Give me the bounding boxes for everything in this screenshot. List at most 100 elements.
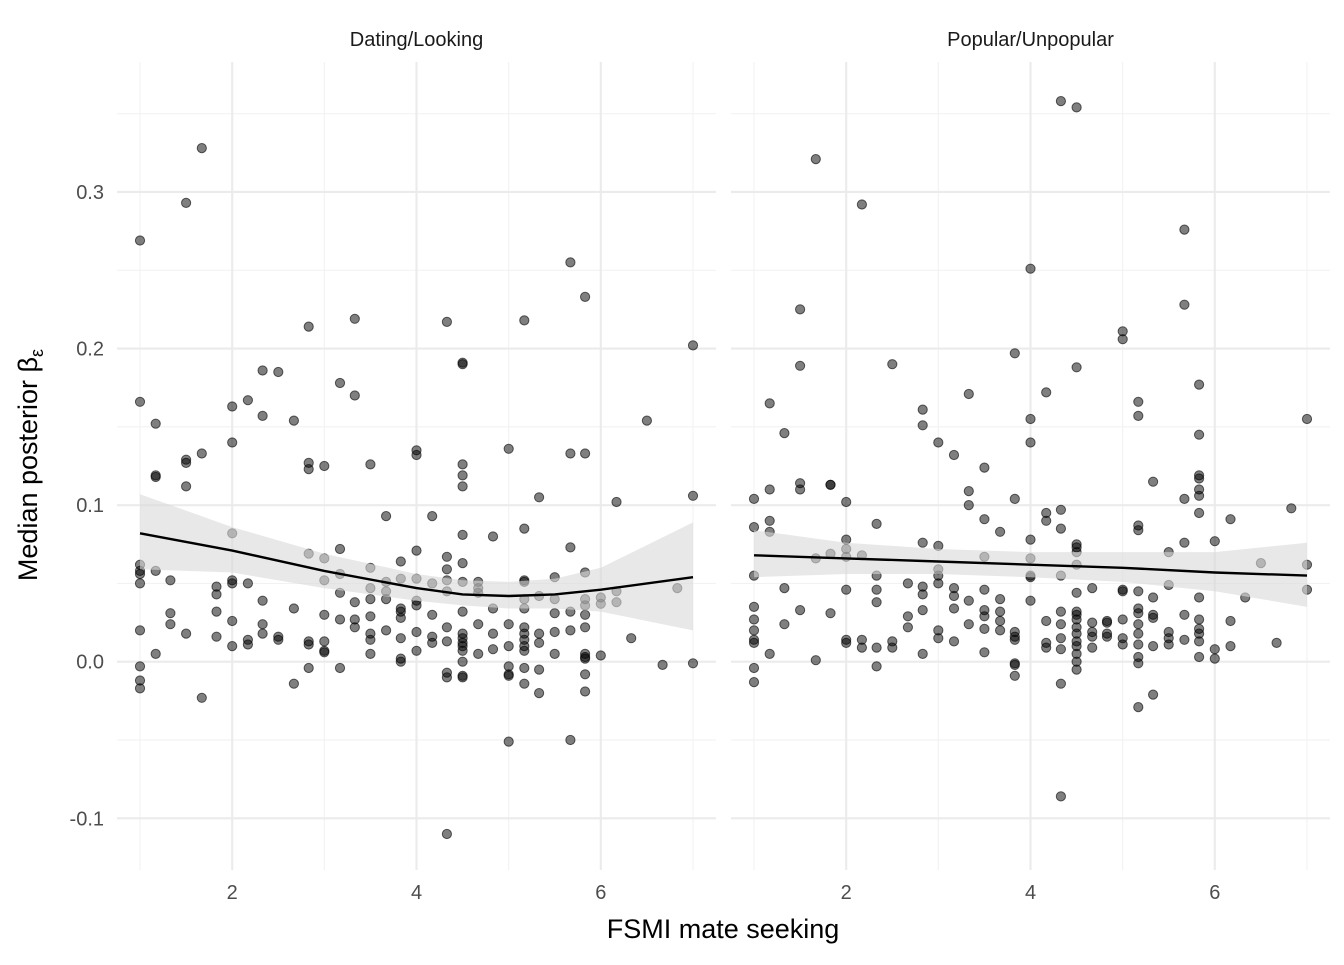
data-point <box>795 304 806 315</box>
data-point <box>319 460 330 472</box>
panel-2: Popular/Unpopular 2 4 6 <box>731 29 1330 904</box>
data-point <box>457 656 468 667</box>
data-point <box>1117 334 1128 345</box>
data-point <box>1133 639 1144 650</box>
data-point <box>1179 299 1190 310</box>
data-point <box>1009 670 1020 681</box>
data-point <box>411 645 422 656</box>
data-point <box>457 606 468 617</box>
data-point <box>1025 437 1036 448</box>
data-point <box>473 619 484 630</box>
y-axis-title-subscript: ε <box>27 349 47 357</box>
data-point <box>810 655 821 666</box>
data-point <box>503 736 514 747</box>
data-point <box>365 594 376 605</box>
data-point <box>150 648 161 660</box>
data-point <box>917 589 928 600</box>
data-point <box>917 648 928 660</box>
data-point <box>365 459 376 470</box>
data-point <box>1041 642 1052 653</box>
data-point <box>134 578 146 589</box>
data-point <box>963 595 974 606</box>
data-point <box>641 415 653 426</box>
data-point <box>487 628 499 639</box>
data-point <box>365 648 376 660</box>
data-point <box>534 637 545 649</box>
data-point <box>211 589 222 600</box>
data-point <box>349 597 360 608</box>
data-point <box>227 641 238 652</box>
data-point <box>871 642 882 653</box>
data-point <box>841 584 852 595</box>
data-point <box>411 449 422 461</box>
data-point <box>257 595 268 606</box>
data-point <box>427 637 438 649</box>
data-point <box>748 493 760 504</box>
data-point <box>580 609 591 620</box>
data-point <box>1179 537 1190 548</box>
data-point <box>917 404 928 415</box>
data-point <box>457 672 468 683</box>
data-point <box>1055 504 1067 515</box>
data-point <box>242 395 253 406</box>
data-point <box>1194 507 1205 519</box>
data-point <box>902 578 914 589</box>
data-point <box>565 257 576 268</box>
data-point <box>1133 702 1144 713</box>
data-point <box>565 542 576 553</box>
data-point <box>1055 606 1067 617</box>
data-point <box>441 828 452 840</box>
data-point <box>303 662 314 674</box>
data-point <box>1225 514 1236 525</box>
data-point <box>457 529 468 541</box>
data-point <box>1225 615 1236 627</box>
x-axis-title: FSMI mate seeking <box>607 914 840 944</box>
data-point <box>1101 631 1113 642</box>
data-point <box>1117 586 1128 597</box>
data-point <box>503 670 514 681</box>
data-point <box>227 437 238 448</box>
data-point <box>257 410 268 421</box>
data-point <box>1071 664 1082 675</box>
data-point <box>441 551 452 562</box>
data-point <box>549 626 560 638</box>
data-point <box>1286 503 1297 514</box>
data-point <box>795 360 806 371</box>
data-point <box>995 615 1006 627</box>
x-tick-label: 4 <box>1025 882 1036 904</box>
data-point <box>395 556 406 567</box>
x-tick-label: 2 <box>227 882 238 904</box>
data-point <box>1209 653 1220 664</box>
data-point <box>196 692 207 703</box>
data-point <box>825 608 836 619</box>
data-point <box>1179 493 1190 504</box>
data-point <box>979 462 990 473</box>
data-point <box>288 603 299 614</box>
data-point <box>365 611 376 622</box>
data-point <box>227 615 238 627</box>
data-point <box>1101 617 1113 628</box>
data-point <box>1194 651 1205 663</box>
data-point <box>134 661 146 672</box>
data-point <box>441 622 452 633</box>
data-point <box>1087 617 1098 628</box>
data-point <box>764 398 775 409</box>
data-point <box>1179 609 1190 620</box>
data-point <box>381 510 392 522</box>
data-point <box>856 199 868 210</box>
data-point <box>381 625 392 636</box>
data-point <box>1055 96 1067 107</box>
data-point <box>1009 634 1020 645</box>
data-point <box>917 420 928 431</box>
data-point <box>549 608 560 619</box>
x-tick-label: 2 <box>841 882 852 904</box>
data-point <box>503 641 514 652</box>
data-point <box>871 584 882 595</box>
data-point <box>519 662 530 674</box>
data-point <box>427 609 438 620</box>
data-point <box>871 661 882 672</box>
data-point <box>979 584 990 595</box>
data-point <box>134 568 146 580</box>
data-point <box>242 578 253 589</box>
data-point <box>933 578 944 589</box>
